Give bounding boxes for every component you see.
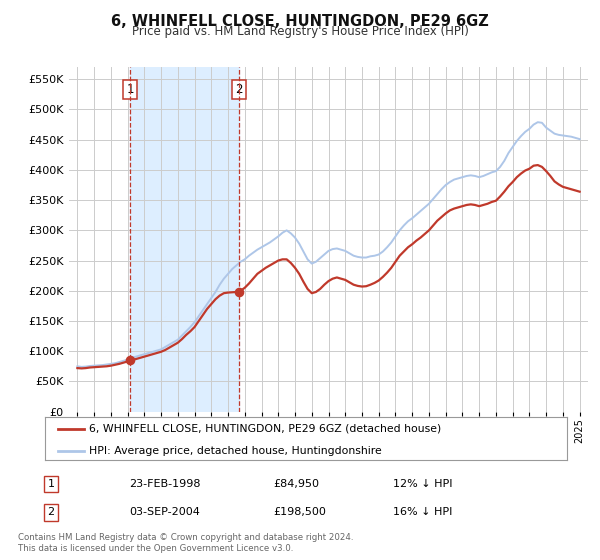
Text: This data is licensed under the Open Government Licence v3.0.: This data is licensed under the Open Gov… (18, 544, 293, 553)
Text: 2: 2 (236, 83, 243, 96)
Text: 23-FEB-1998: 23-FEB-1998 (129, 479, 200, 489)
Text: 6, WHINFELL CLOSE, HUNTINGDON, PE29 6GZ: 6, WHINFELL CLOSE, HUNTINGDON, PE29 6GZ (111, 14, 489, 29)
Text: 1: 1 (126, 83, 134, 96)
Text: 16% ↓ HPI: 16% ↓ HPI (393, 507, 452, 517)
Text: Contains HM Land Registry data © Crown copyright and database right 2024.: Contains HM Land Registry data © Crown c… (18, 533, 353, 542)
Text: HPI: Average price, detached house, Huntingdonshire: HPI: Average price, detached house, Hunt… (89, 446, 382, 456)
Point (125, 356, 135, 365)
Text: £84,950: £84,950 (273, 479, 319, 489)
Text: 1: 1 (47, 479, 55, 489)
Text: £198,500: £198,500 (273, 507, 326, 517)
Text: 03-SEP-2004: 03-SEP-2004 (129, 507, 200, 517)
Point (235, 287, 244, 296)
Bar (130, 67, 239, 412)
Text: 2: 2 (47, 507, 55, 517)
Text: 6, WHINFELL CLOSE, HUNTINGDON, PE29 6GZ (detached house): 6, WHINFELL CLOSE, HUNTINGDON, PE29 6GZ … (89, 424, 442, 434)
Text: Price paid vs. HM Land Registry's House Price Index (HPI): Price paid vs. HM Land Registry's House … (131, 25, 469, 38)
Text: 12% ↓ HPI: 12% ↓ HPI (393, 479, 452, 489)
